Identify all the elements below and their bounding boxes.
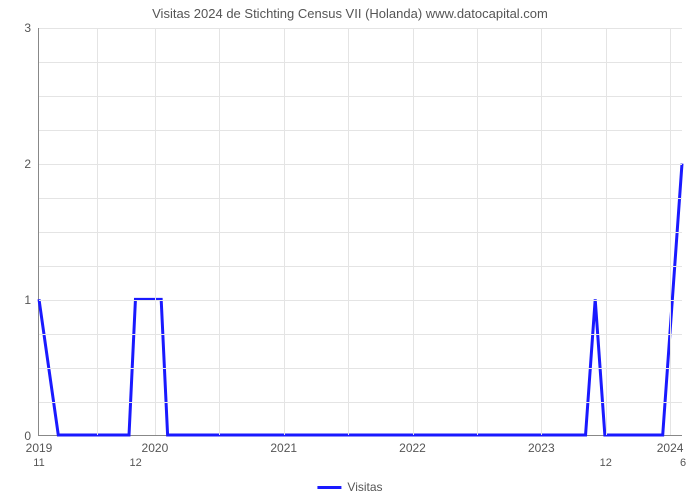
plot-area: 01232019202020212022202320241112126 (38, 28, 682, 436)
gridline-v-minor (606, 28, 607, 435)
gridline-h (39, 28, 682, 29)
gridline-v (413, 28, 414, 435)
x-tick-label: 2023 (528, 441, 555, 455)
gridline-h-minor (39, 402, 682, 403)
value-label: 12 (600, 457, 612, 469)
gridline-h-minor (39, 198, 682, 199)
x-tick-label: 2019 (26, 441, 53, 455)
gridline-h-minor (39, 334, 682, 335)
x-tick-label: 2024 (657, 441, 684, 455)
legend-label: Visitas (347, 480, 382, 494)
gridline-v-minor (348, 28, 349, 435)
x-tick-label: 2022 (399, 441, 426, 455)
value-label: 11 (33, 457, 44, 469)
gridline-v (155, 28, 156, 435)
gridline-h-minor (39, 96, 682, 97)
gridline-h-minor (39, 266, 682, 267)
legend-swatch (317, 486, 341, 489)
y-tick-label: 1 (24, 293, 31, 307)
gridline-h-minor (39, 232, 682, 233)
gridline-v-minor (97, 28, 98, 435)
y-tick-label: 3 (24, 21, 31, 35)
x-tick-label: 2020 (142, 441, 169, 455)
value-label: 12 (129, 457, 141, 469)
y-tick-label: 2 (24, 157, 31, 171)
gridline-h (39, 164, 682, 165)
x-tick-label: 2021 (270, 441, 297, 455)
chart-title: Visitas 2024 de Stichting Census VII (Ho… (0, 0, 700, 21)
value-label: 6 (680, 457, 686, 469)
gridline-h (39, 300, 682, 301)
gridline-v (541, 28, 542, 435)
gridline-v (670, 28, 671, 435)
legend: Visitas (317, 480, 382, 494)
gridline-v-minor (477, 28, 478, 435)
gridline-h-minor (39, 130, 682, 131)
gridline-v-minor (219, 28, 220, 435)
gridline-h-minor (39, 62, 682, 63)
gridline-v (284, 28, 285, 435)
gridline-h-minor (39, 368, 682, 369)
